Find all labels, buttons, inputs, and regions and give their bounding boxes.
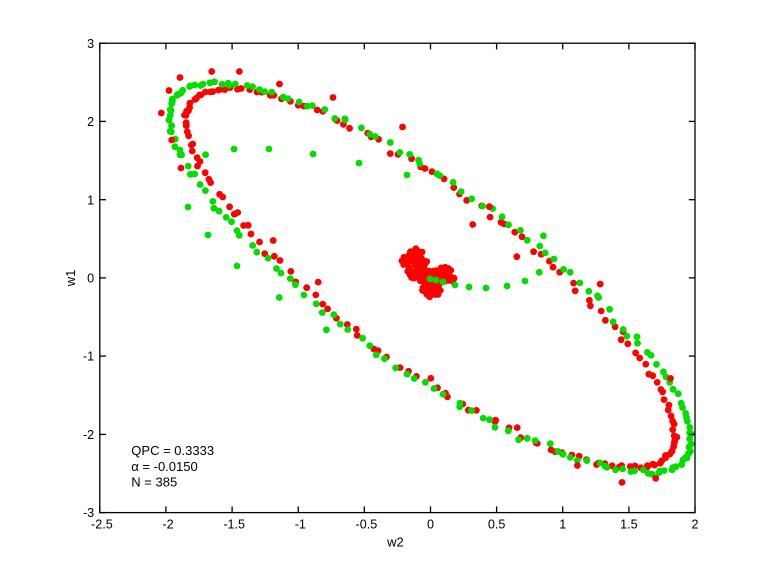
svg-text:-2: -2 [162, 518, 173, 532]
svg-text:1: 1 [559, 518, 566, 532]
svg-text:-0.5: -0.5 [356, 518, 378, 532]
svg-text:2: 2 [87, 115, 94, 129]
svg-text:1: 1 [87, 193, 94, 207]
svg-text:-3: -3 [83, 506, 94, 520]
svg-text:N = 385: N = 385 [131, 475, 177, 490]
svg-text:0: 0 [427, 518, 434, 532]
svg-text:QPC = 0.3333: QPC = 0.3333 [131, 443, 214, 458]
svg-text:3: 3 [87, 37, 94, 51]
svg-text:α = -0.0150: α = -0.0150 [131, 459, 197, 474]
svg-text:-2: -2 [83, 428, 94, 442]
svg-text:1.5: 1.5 [620, 518, 638, 532]
svg-text:0.5: 0.5 [488, 518, 506, 532]
svg-text:-2.5: -2.5 [91, 518, 113, 532]
svg-text:-1.5: -1.5 [223, 518, 245, 532]
svg-text:2: 2 [691, 518, 698, 532]
svg-text:w1: w1 [63, 270, 78, 288]
svg-text:-1: -1 [83, 350, 94, 364]
svg-text:0: 0 [87, 272, 94, 286]
svg-text:w2: w2 [386, 535, 404, 550]
svg-text:-1: -1 [295, 518, 306, 532]
